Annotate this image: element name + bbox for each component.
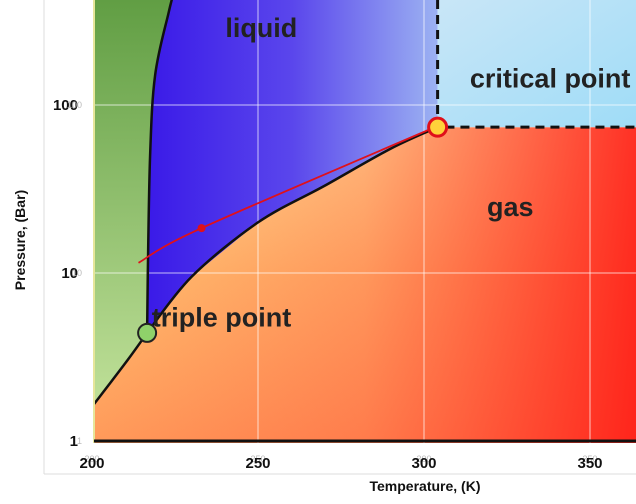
x-tick-ghost-350: 350: [582, 454, 597, 464]
x-tick-ghost-250: 250: [250, 454, 265, 464]
critical-point-marker: [427, 116, 449, 138]
process-path-line: [138, 128, 431, 264]
fusion-curve: [145, 0, 173, 333]
y-tick-ghost-10: 10: [72, 268, 82, 278]
vaporization-curve: [146, 126, 439, 334]
x-tick-200: 200: [79, 455, 104, 472]
chart-points: [137, 116, 449, 343]
gas-region-tint: [94, 127, 636, 443]
x-tick-350: 350: [577, 455, 602, 472]
solid-region: [94, 0, 175, 443]
y-tick-ghost-100: 100: [67, 100, 82, 110]
region-labels: liquid critical point gas triple point: [152, 13, 631, 332]
region-label-gas: gas: [487, 192, 534, 222]
y-axis-title: Pressure, (Bar): [12, 190, 28, 290]
y-tick-10: 10: [61, 265, 78, 282]
y-tick-100: 100: [53, 97, 78, 114]
region-label-liquid: liquid: [225, 13, 297, 43]
x-tick-250: 250: [245, 455, 270, 472]
x-tick-300: 300: [411, 455, 436, 472]
supercritical-region: [437, 0, 636, 128]
x-axis-title: Temperature, (K): [370, 478, 481, 494]
path-point-2: [197, 224, 206, 233]
triple-point-marker: [137, 322, 158, 343]
x-tick-ghost-300: 300: [416, 454, 431, 464]
y-tick-ghost-1: 1: [77, 436, 82, 446]
region-label-triple-point: triple point: [152, 302, 291, 332]
y-tick-1: 1: [70, 433, 78, 450]
region-label-critical-point: critical point: [470, 64, 631, 94]
x-tick-ghost-200: 200: [84, 454, 99, 464]
